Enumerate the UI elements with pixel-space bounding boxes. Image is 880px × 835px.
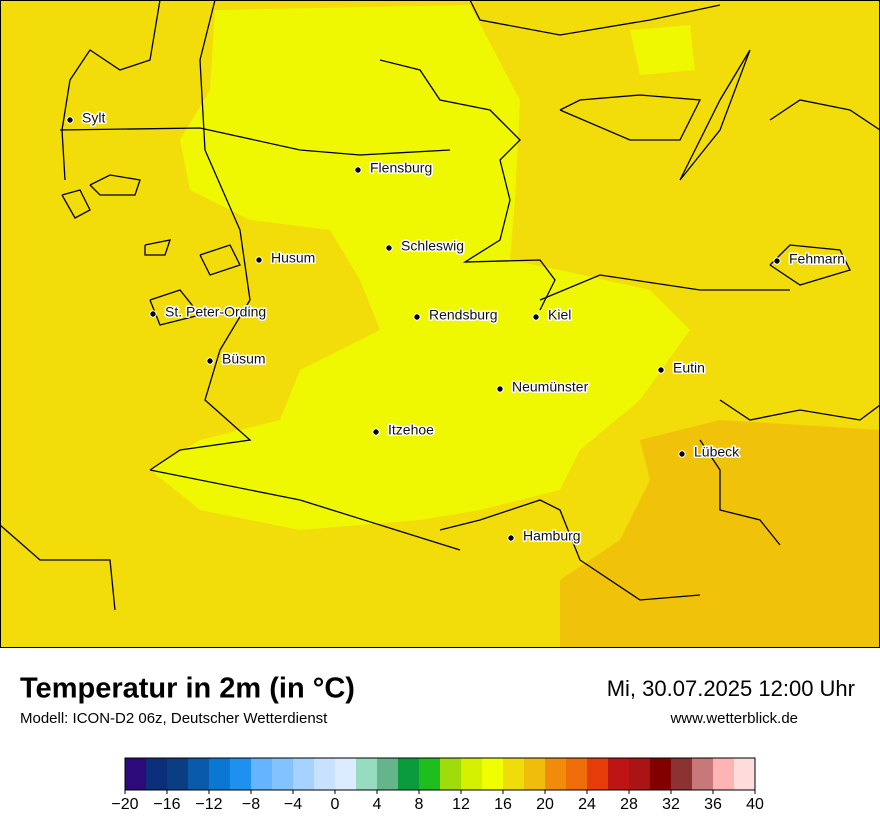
colorbar-segment [251,758,273,790]
colorbar-segment [566,758,588,790]
colorbar-tick-label: 24 [578,796,596,813]
city-label: Lübeck [694,444,740,460]
colorbar-segment [692,758,714,790]
colorbar-tick-label: 32 [662,796,680,813]
colorbar-segment [188,758,210,790]
city-dot [507,534,515,542]
colorbar-segment [650,758,672,790]
colorbar-tick-label: −4 [284,796,302,813]
city-label: Eutin [673,360,705,376]
subtitle: Modell: ICON-D2 06z, Deutscher Wetterdie… [20,710,328,727]
city-dot [385,244,393,252]
coastlines [0,0,880,611]
city-dot [149,310,157,318]
colorbar-segment [398,758,420,790]
city-label: Rendsburg [429,307,498,323]
colorbar-tick-label: −8 [242,796,260,813]
colorbar-tick-label: 28 [620,796,638,813]
colorbar-segment [125,758,147,790]
colorbar-tick-label: −12 [195,796,222,813]
colorbar-segment [314,758,336,790]
warm-zone [150,5,690,530]
colorbar-segment [503,758,525,790]
city-label: Itzehoe [388,422,434,438]
colorbar-segment [167,758,189,790]
city-dot [678,450,686,458]
map: Sylt Flensburg Schleswig Husum St. Peter-Ord… [0,0,880,648]
colorbar-segment [272,758,294,790]
city-label: Fehmarn [789,251,845,267]
city-dot [372,428,380,436]
colorbar-tick-label: 16 [494,796,512,813]
city-dot [657,366,665,374]
colorbar-tick-label: 4 [373,796,382,813]
colorbar-segment [209,758,231,790]
warm-zone [630,25,695,75]
city-dot [255,256,263,264]
colorbar-segment [377,758,399,790]
datetime: Mi, 30.07.2025 12:00 Uhr [607,676,855,701]
city-label: Schleswig [401,238,464,254]
colorbar-tick-label: 20 [536,796,554,813]
city-dot [496,385,504,393]
colorbar-segment [734,758,756,790]
city-dot [413,313,421,321]
colorbar-tick-label: 40 [746,796,764,813]
city-dot [532,313,540,321]
city-label: Neumünster [512,379,589,395]
colorbar-tick-label: 8 [415,796,424,813]
colorbar-tick-label: −20 [111,796,138,813]
city-label: Kiel [548,307,571,323]
city-label: Hamburg [523,528,581,544]
city-dot [66,116,74,124]
city-label: Sylt [82,110,105,126]
colorbar-segment [335,758,357,790]
colorbar-tick-label: 0 [331,796,340,813]
colorbar-tick-label: −16 [153,796,180,813]
colorbar-segment [587,758,609,790]
colorbar-segment [671,758,693,790]
colorbar-segment [356,758,378,790]
colorbar-segment [608,758,630,790]
website: www.wetterblick.de [669,710,798,727]
colorbar-segment [146,758,168,790]
colorbar-segment [419,758,441,790]
city-dot [773,257,781,265]
city-label: Büsum [222,351,266,367]
city-dot [354,166,362,174]
city-dot [206,357,214,365]
colorbar-segment [545,758,567,790]
colorbar-segment [524,758,546,790]
colorbar-segment [293,758,315,790]
colorbar-segment [230,758,252,790]
colorbar-segment [440,758,462,790]
colorbar-segment [482,758,504,790]
colorbar-segment [461,758,483,790]
city-label: Flensburg [370,160,432,176]
colorbar-tick-label: 12 [452,796,470,813]
colorbar-segment [629,758,651,790]
colorbar-segment [713,758,735,790]
colorbar-tick-label: 36 [704,796,722,813]
city-label: St. Peter-Ording [165,304,266,320]
city-label: Husum [271,250,315,266]
colorbar: −20 −16 −12 −8 −4 0 4 8 12 16 20 24 28 32 36 40 [111,757,764,813]
title: Temperatur in 2m (in °C) [20,673,355,705]
hot-zone [560,420,880,648]
colorbar-frame [124,757,756,791]
